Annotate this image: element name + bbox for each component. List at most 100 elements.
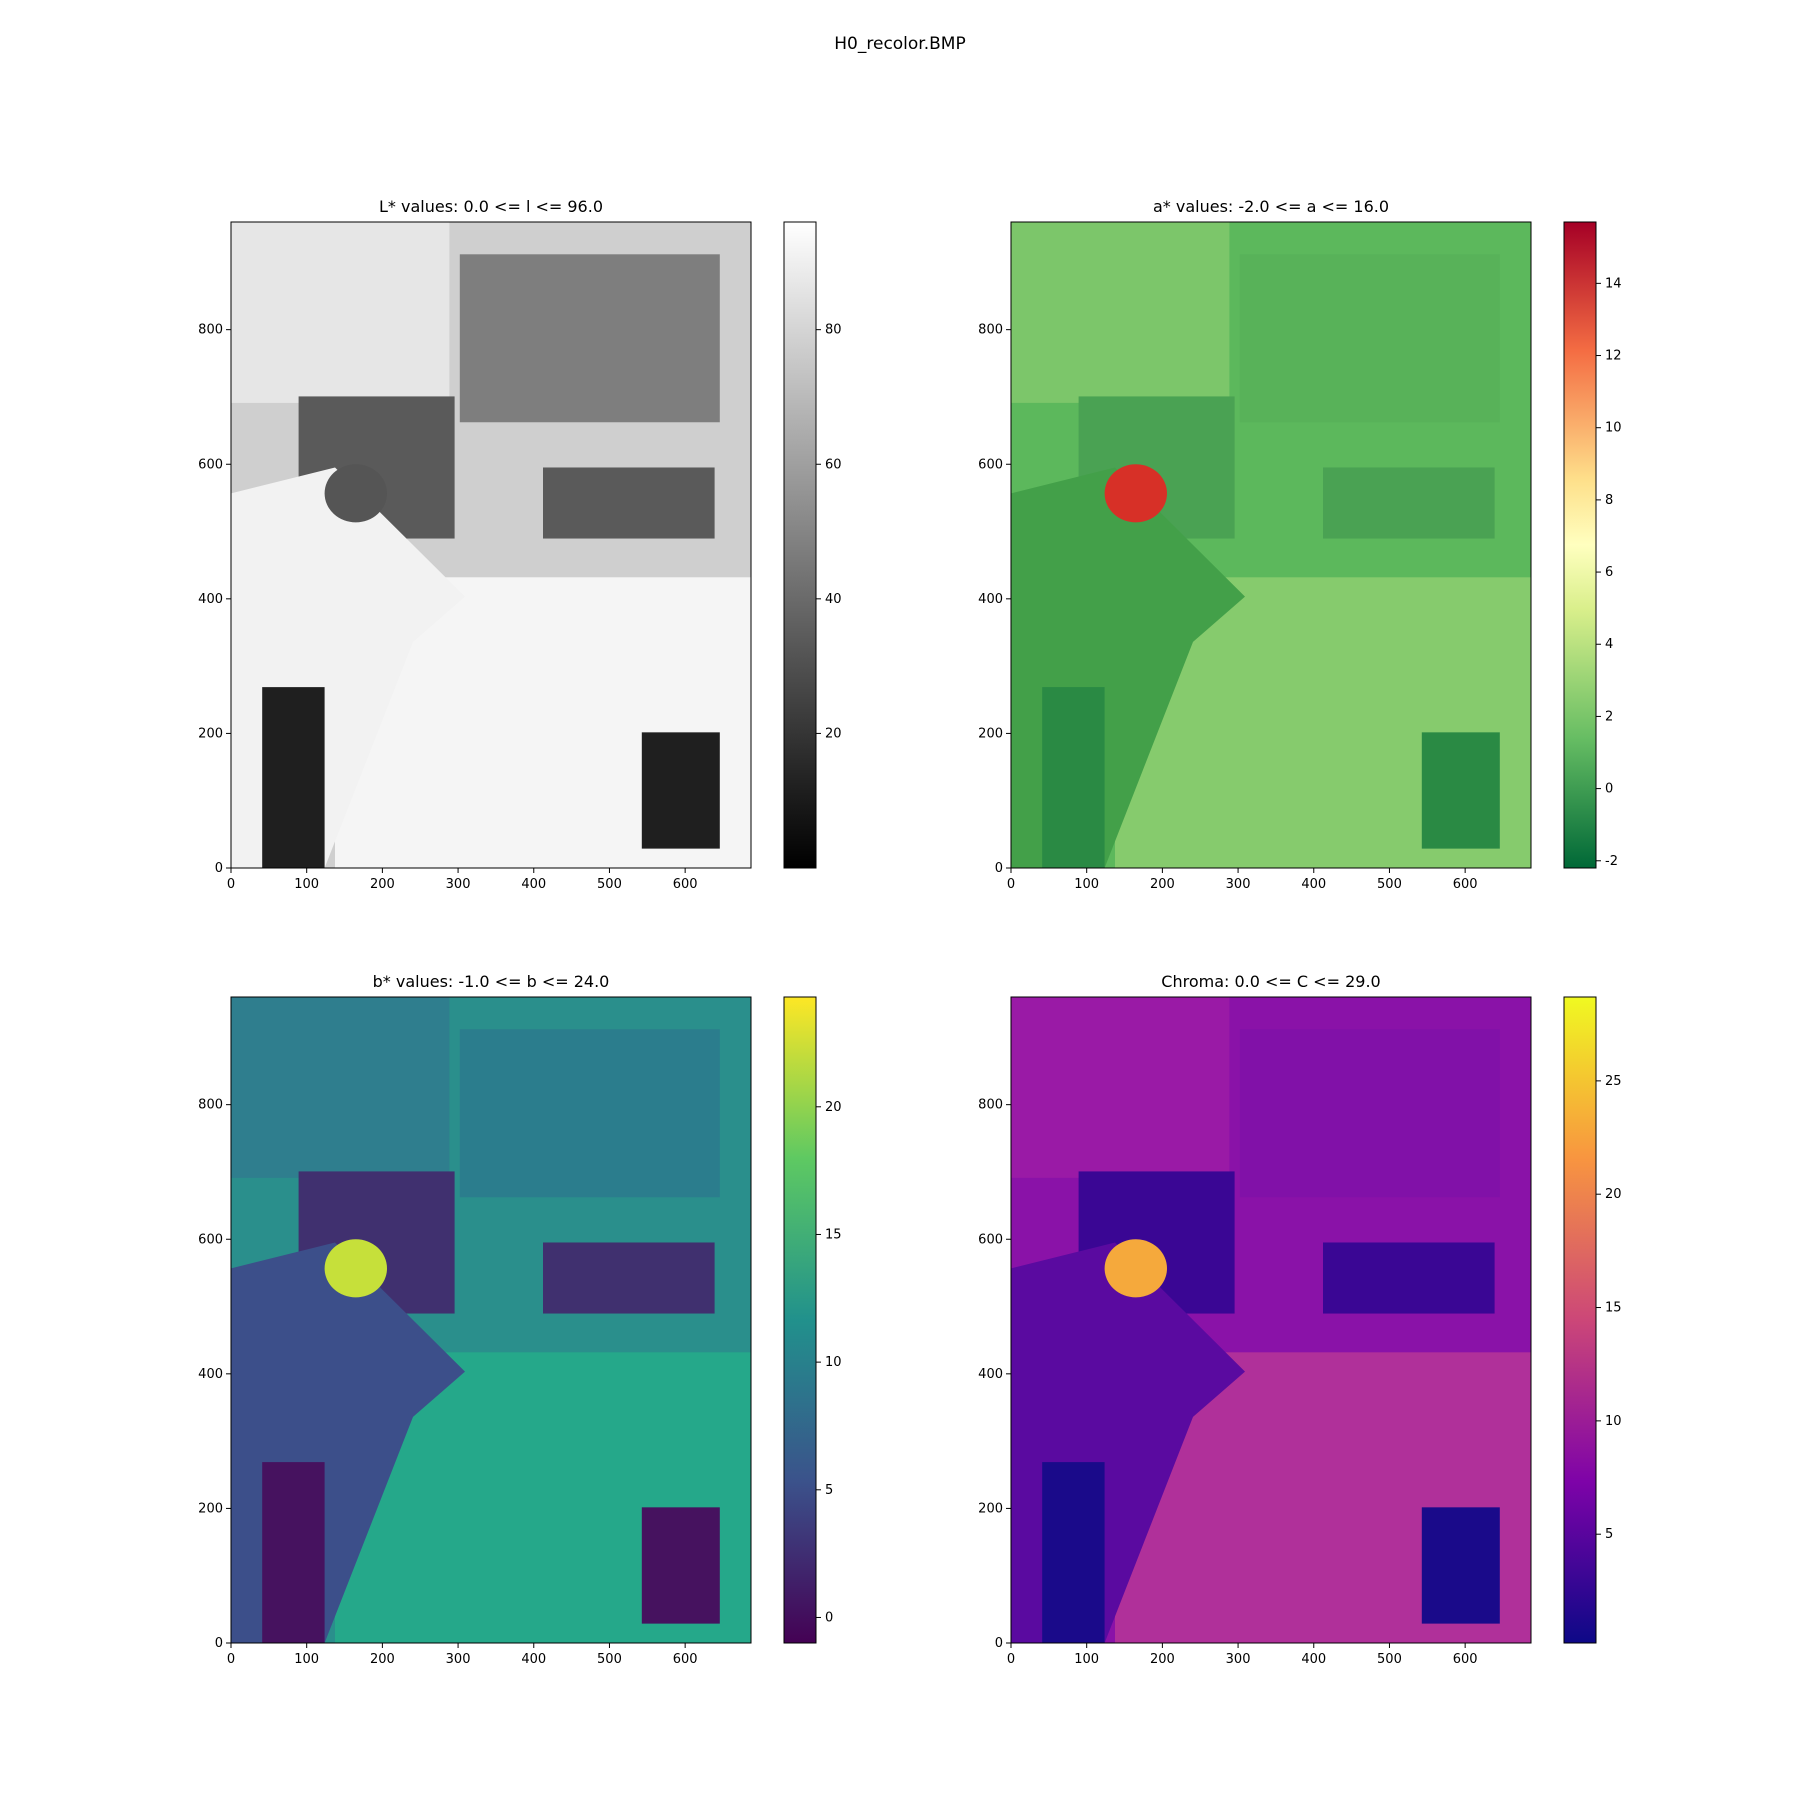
colorbar-tick-label: 4 xyxy=(1605,637,1613,652)
y-tick-label: 800 xyxy=(978,323,1003,338)
y-tick-label: 400 xyxy=(978,592,1003,607)
y-tick-label: 800 xyxy=(198,323,223,338)
y-tick-label: 0 xyxy=(995,861,1003,876)
x-tick-label: 600 xyxy=(1453,1652,1478,1667)
x-tick-label: 100 xyxy=(294,1652,319,1667)
x-tick-label: 400 xyxy=(1301,877,1326,892)
y-tick-label: 400 xyxy=(198,592,223,607)
colorbar-tick-label: 12 xyxy=(1605,349,1622,364)
x-tick-label: 200 xyxy=(370,877,395,892)
y-tick-label: 200 xyxy=(978,1501,1003,1516)
x-tick-label: 0 xyxy=(227,877,235,892)
image-wall xyxy=(1011,222,1230,403)
y-tick-label: 600 xyxy=(978,1232,1003,1247)
x-tick-label: 100 xyxy=(1074,1652,1099,1667)
panel-title: L* values: 0.0 <= l <= 96.0 xyxy=(379,197,603,216)
x-tick-label: 500 xyxy=(1377,877,1402,892)
colorbar-frame xyxy=(783,996,817,1644)
colorbar xyxy=(1564,222,1596,868)
image-wall xyxy=(231,997,450,1178)
x-tick-label: 300 xyxy=(1226,877,1251,892)
colorbar-tick-label: 0 xyxy=(1605,782,1613,797)
x-tick-label: 600 xyxy=(673,1652,698,1667)
image-legs xyxy=(1042,687,1105,868)
y-tick-label: 400 xyxy=(978,1367,1003,1382)
y-tick-label: 600 xyxy=(198,457,223,472)
x-tick-label: 300 xyxy=(446,877,471,892)
image-machine xyxy=(1323,1242,1495,1314)
heatmap-image xyxy=(1011,222,1531,868)
panel-title: Chroma: 0.0 <= C <= 29.0 xyxy=(1161,972,1380,991)
y-tick-label: 600 xyxy=(198,1232,223,1247)
image-wall-poster xyxy=(459,1029,720,1198)
image-case xyxy=(641,732,720,849)
figure-title: H0_recolor.BMP xyxy=(834,34,966,54)
colorbar-tick-label: -2 xyxy=(1605,854,1618,869)
image-case xyxy=(1421,732,1500,849)
panel-4: Chroma: 0.0 <= C <= 29.00 100 200 300 400 500… xyxy=(978,972,1621,1667)
colorbar-tick-label: 5 xyxy=(1605,1527,1613,1542)
axes-frame xyxy=(1010,221,1532,869)
x-tick-label: 200 xyxy=(1150,1652,1175,1667)
x-tick-label: 500 xyxy=(597,877,622,892)
panel-title: a* values: -2.0 <= a <= 16.0 xyxy=(1153,197,1389,216)
image-legs xyxy=(1042,1462,1105,1643)
heatmap-image xyxy=(231,997,751,1643)
x-tick-label: 0 xyxy=(1007,877,1015,892)
x-tick-label: 400 xyxy=(521,1652,546,1667)
colorbar xyxy=(784,222,816,868)
x-tick-label: 600 xyxy=(1453,877,1478,892)
colorbar-frame xyxy=(1563,996,1597,1644)
x-tick-label: 200 xyxy=(1150,877,1175,892)
image-face xyxy=(1104,464,1168,523)
colorbar-frame xyxy=(783,221,817,869)
x-tick-label: 100 xyxy=(1074,877,1099,892)
colorbar-frame xyxy=(1563,221,1597,869)
colorbar-tick-label: 15 xyxy=(825,1227,842,1242)
colorbar xyxy=(1564,997,1596,1643)
colorbar-tick-label: 20 xyxy=(825,1100,842,1115)
image-wall-poster xyxy=(1239,254,1500,423)
x-tick-label: 300 xyxy=(1226,1652,1251,1667)
y-tick-label: 200 xyxy=(978,726,1003,741)
heatmap-image xyxy=(231,222,751,868)
colorbar-tick-label: 20 xyxy=(825,726,842,741)
y-tick-label: 200 xyxy=(198,1501,223,1516)
panel-1: L* values: 0.0 <= l <= 96.00 100 200 300 400… xyxy=(198,197,841,892)
colorbar-tick-label: 25 xyxy=(1605,1074,1622,1089)
image-legs xyxy=(262,1462,325,1643)
panel-2: a* values: -2.0 <= a <= 16.00 100 200 300 40… xyxy=(978,197,1621,892)
colorbar-tick-label: 2 xyxy=(1605,709,1613,724)
y-tick-label: 0 xyxy=(215,1636,223,1651)
axes-frame xyxy=(230,221,752,869)
colorbar-tick-label: 10 xyxy=(1605,1414,1622,1429)
colorbar-tick-label: 0 xyxy=(825,1610,833,1625)
y-tick-label: 0 xyxy=(215,861,223,876)
image-case xyxy=(641,1507,720,1624)
y-tick-label: 800 xyxy=(198,1098,223,1113)
y-tick-label: 600 xyxy=(978,457,1003,472)
image-wall-poster xyxy=(459,254,720,423)
colorbar xyxy=(784,997,816,1643)
colorbar-tick-label: 10 xyxy=(825,1355,842,1370)
image-face xyxy=(324,1239,387,1298)
image-wall-poster xyxy=(1239,1029,1500,1198)
axes-frame xyxy=(1010,996,1532,1644)
image-face xyxy=(1104,1239,1168,1298)
image-machine xyxy=(543,1242,715,1314)
colorbar-tick-label: 8 xyxy=(1605,493,1613,508)
y-tick-label: 0 xyxy=(995,1636,1003,1651)
image-face xyxy=(324,464,387,523)
x-tick-label: 400 xyxy=(521,877,546,892)
colorbar-tick-label: 15 xyxy=(1605,1301,1622,1316)
heatmap-image xyxy=(1011,997,1531,1643)
colorbar-tick-label: 60 xyxy=(825,457,842,472)
x-tick-label: 0 xyxy=(1007,1652,1015,1667)
x-tick-label: 300 xyxy=(446,1652,471,1667)
x-tick-label: 0 xyxy=(227,1652,235,1667)
colorbar-tick-label: 6 xyxy=(1605,565,1613,580)
colorbar-tick-label: 14 xyxy=(1605,276,1622,291)
x-tick-label: 400 xyxy=(1301,1652,1326,1667)
image-legs xyxy=(262,687,325,868)
